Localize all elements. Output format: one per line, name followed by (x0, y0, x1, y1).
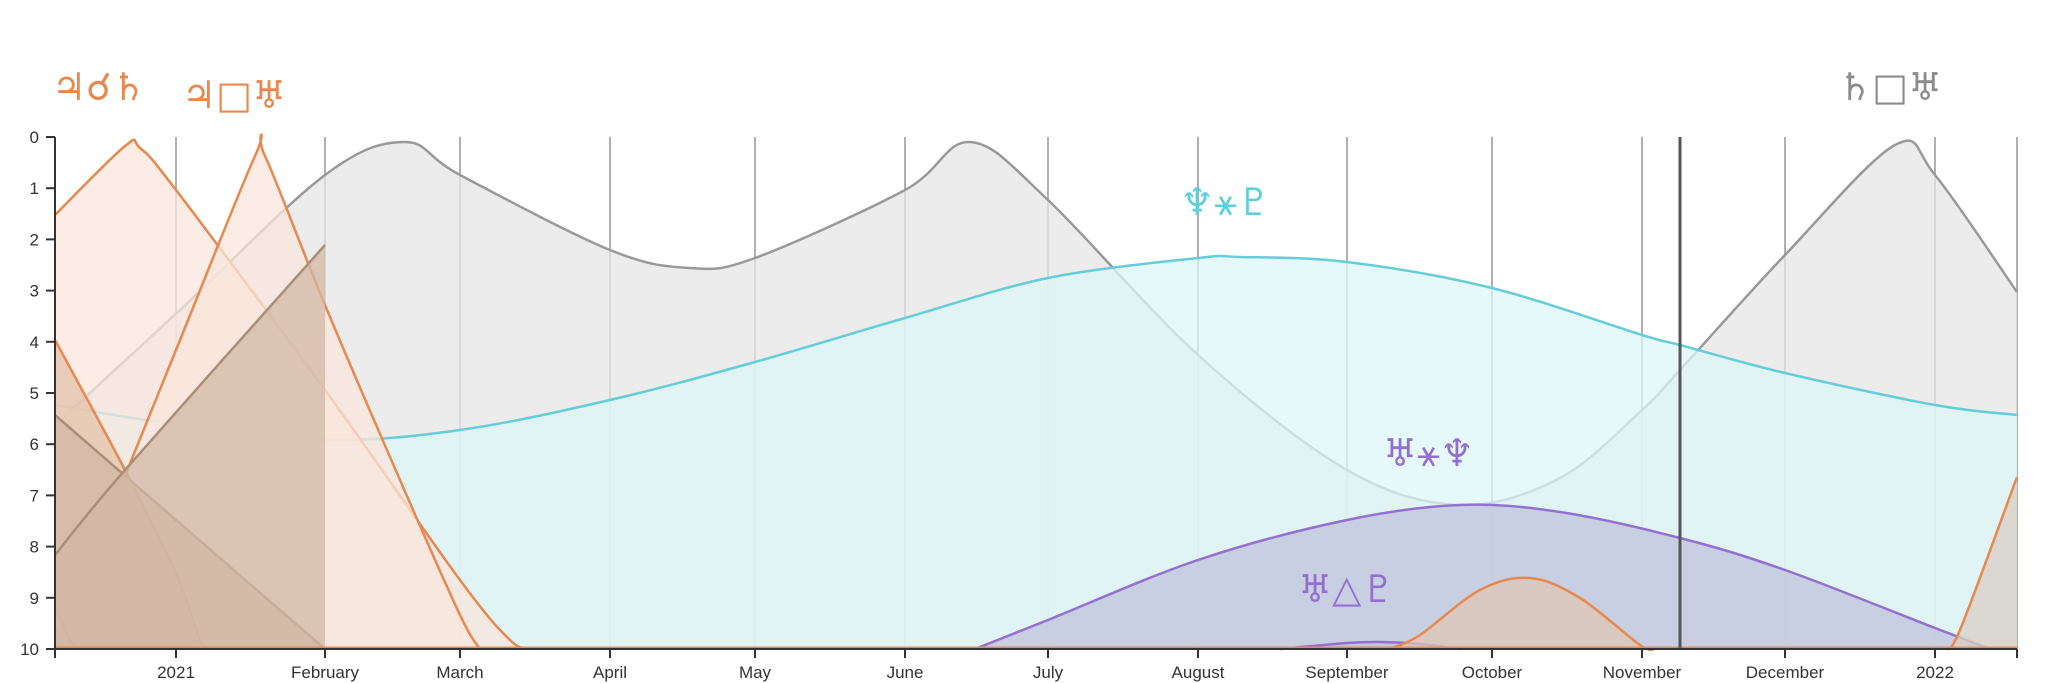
x-tick-label: September (1305, 663, 1388, 682)
area-jupiter-trine-other-c (1390, 577, 1655, 650)
y-tick-label: 10 (20, 640, 39, 659)
y-tick-label: 7 (30, 486, 39, 505)
x-tick-label: October (1462, 663, 1523, 682)
y-tick-label: 3 (30, 282, 39, 301)
y-tick-label: 9 (30, 589, 39, 608)
aspect-label: ♅⚹♆ (1383, 431, 1474, 475)
aspect-label: ♃☌♄ (52, 65, 146, 109)
x-tick-label: March (436, 663, 483, 682)
line-jupiter-trine-other-c (1389, 576, 1656, 652)
x-tick-label: 2021 (157, 663, 195, 682)
y-tick-label: 5 (30, 384, 39, 403)
aspect-label: ♃□♅ (182, 73, 286, 117)
area-jupiter-rising-2022 (1945, 477, 2017, 650)
line-uranus-sextile-neptune (974, 503, 1991, 651)
area-uranus-sextile-neptune (975, 504, 1990, 649)
x-tick-label: November (1603, 663, 1682, 682)
y-tick-label: 8 (30, 538, 39, 557)
aspect-areas (53, 133, 2019, 652)
y-tick-label: 2 (30, 230, 39, 249)
x-tick-label: June (887, 663, 924, 682)
area-brown-rising (55, 245, 325, 649)
aspect-label: ♄□♅ (1838, 65, 1942, 109)
y-tick-label: 1 (30, 179, 39, 198)
x-tick-label: July (1033, 663, 1064, 682)
y-tick-label: 6 (30, 435, 39, 454)
x-tick-label: 2022 (1916, 663, 1954, 682)
y-tick-label: 0 (30, 128, 39, 147)
aspect-label: ♆⚹♇ (1180, 180, 1271, 224)
line-neptune-sextile-pluto (54, 254, 2018, 442)
line-brown-rising (54, 244, 326, 556)
y-axis: 0 1 2 3 4 5 6 7 8 9 10 (20, 128, 56, 659)
x-tick-label: December (1746, 663, 1825, 682)
x-axis: 2021 February March April May June July August S… (54, 648, 2018, 682)
y-tick-label: 4 (30, 333, 39, 352)
x-tick-label: April (593, 663, 627, 682)
line-jupiter-square-uranus-a (53, 133, 482, 650)
aspect-label: ♅△♇ (1298, 567, 1395, 611)
x-tick-label: August (1172, 663, 1225, 682)
x-tick-label: May (739, 663, 772, 682)
line-saturn-square-uranus (54, 139, 2019, 507)
aspect-glyph-labels: ♃☌♄ ♃□♅ ♄□♅ ♆⚹♇ ♅⚹♆ ♅△♇ (52, 65, 1942, 611)
x-tick-label: February (291, 663, 360, 682)
